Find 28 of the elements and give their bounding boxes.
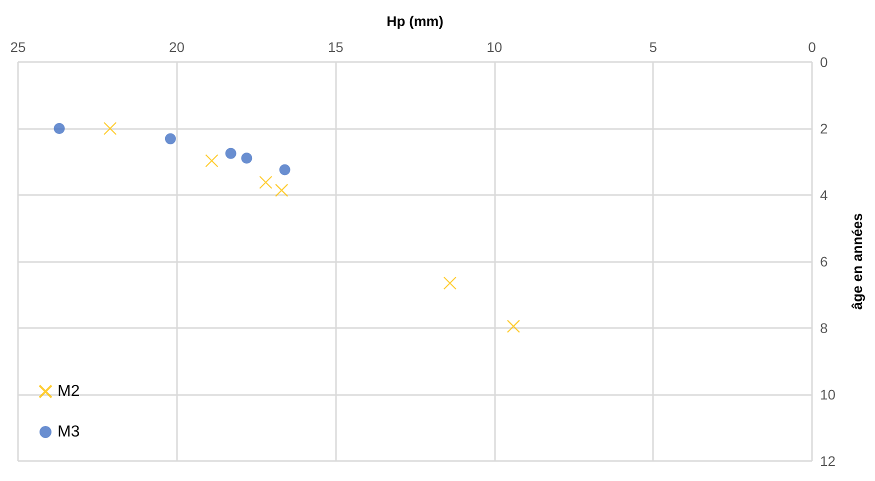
y-tick-label: 2 [820, 120, 828, 136]
point [275, 184, 288, 197]
y-tick-label: 10 [820, 386, 836, 402]
point [164, 133, 176, 144]
point [506, 320, 520, 333]
x-tick-label: 10 [486, 39, 502, 55]
point [259, 176, 272, 189]
y-tick-label: 6 [820, 254, 828, 270]
y-tick-label: 8 [820, 320, 828, 336]
y-axis-title: âge en années [849, 213, 865, 310]
point [205, 154, 218, 168]
point [104, 122, 117, 136]
point [241, 152, 252, 164]
point [443, 276, 457, 290]
point [279, 164, 290, 176]
x-axis-title: Hp (mm) [386, 13, 444, 29]
x-tick-label: 15 [328, 39, 344, 55]
x-tick-label: 25 [10, 39, 26, 55]
y-tick-label: 0 [820, 54, 828, 70]
y-tick-label: 4 [820, 187, 828, 203]
x-tick-label: 0 [808, 39, 816, 55]
legend-label: M2 [58, 383, 80, 400]
x-tick-label: 5 [649, 39, 658, 55]
point [225, 148, 236, 159]
legend-label: M3 [58, 424, 80, 440]
point [54, 123, 65, 134]
y-tick-label: 12 [820, 453, 836, 469]
x-tick-label: 20 [169, 39, 185, 55]
